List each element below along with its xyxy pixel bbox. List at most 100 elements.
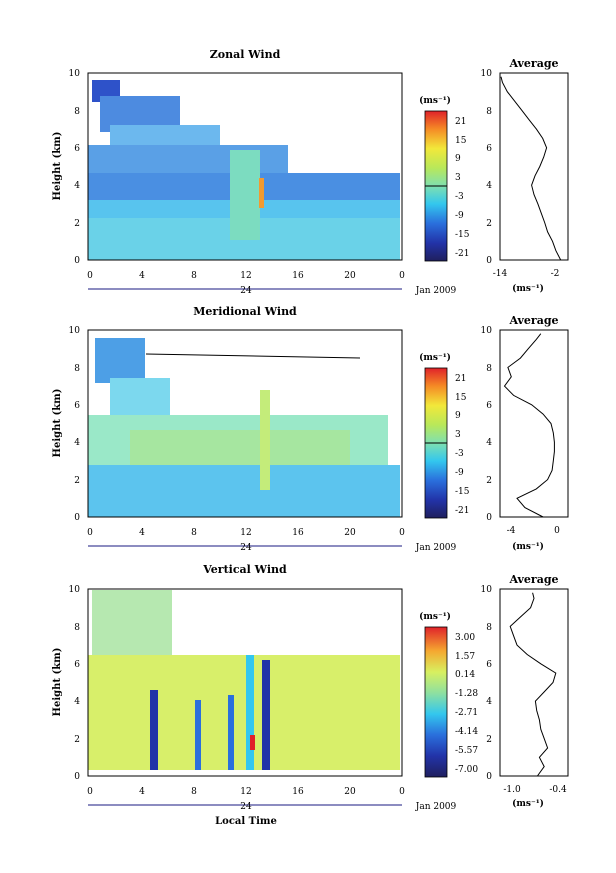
meridional-cb-tick-m15: -15 [455,487,470,497]
zonal-yticks: 0 2 4 6 8 10 [69,69,81,266]
vertical-cell-main [88,655,400,770]
zonal-avg-yticks: 0 2 4 6 8 10 [481,69,493,266]
meridional-unit-label: (ms⁻¹) [419,352,451,363]
zonal-xtick-12: 12 [240,271,251,281]
zonal-cb-tick-9: 9 [455,154,461,164]
meridional-xtick-8: 8 [191,528,197,538]
vertical-cell-updraft-13 [262,660,270,770]
zonal-avg-ytick-8: 8 [486,107,492,117]
zonal-xtick-16: 16 [292,271,304,281]
meridional-ytick-2: 2 [74,476,80,486]
vertical-unit-label: (ms⁻¹) [419,611,451,622]
meridional-cell-noon [260,390,270,490]
vertical-cb-tick-0: 3.00 [455,633,475,643]
vertical-avg-ytick-6: 6 [486,660,492,670]
vertical-avg-line [509,592,557,777]
meridional-cb-tick-m3: -3 [455,449,464,459]
zonal-unit-label: (ms⁻¹) [419,95,451,106]
vertical-colorbar-ticks: 3.00 1.57 0.14 -1.28 -2.71 -4.14 -5.57 -… [455,633,478,775]
vertical-day-label: 24 [240,802,252,812]
vertical-avg-frame [499,588,569,777]
vertical-ylabel: Height (km) [52,648,63,717]
vertical-cb-tick-7: -7.00 [455,765,478,775]
meridional-xtick-12: 12 [240,528,251,538]
vertical-xlabel: Local Time [215,816,277,827]
panel-vertical: Vertical Wind Height (km) 0 2 4 6 8 10 0… [52,563,569,827]
zonal-ytick-10: 10 [69,69,81,79]
meridional-ytick-0: 0 [74,513,80,523]
vertical-avg-ytick-4: 4 [486,697,492,707]
zonal-avg-xtick-a: -14 [493,269,508,279]
zonal-avg-xlabel: (ms⁻¹) [512,283,544,294]
meridional-cb-tick-3: 3 [455,430,461,440]
zonal-xtick-4: 4 [139,271,145,281]
zonal-cb-tick-3: 3 [455,173,461,183]
zonal-avg-ytick-0: 0 [486,256,492,266]
meridional-xtick-0: 0 [87,528,93,538]
meridional-avg-title: Average [508,314,558,327]
zonal-cell-mid-upper [110,125,220,145]
meridional-ytick-8: 8 [74,364,80,374]
meridional-contour-line [145,353,361,359]
vertical-cell-updraft-5 [150,690,158,770]
meridional-cb-tick-15: 15 [455,393,467,403]
zonal-avg-ytick-4: 4 [486,181,492,191]
vertical-xtick-16: 16 [292,787,304,797]
meridional-avg-ytick-0: 0 [486,513,492,523]
zonal-cb-tick-15: 15 [455,136,467,146]
zonal-xtick-8: 8 [191,271,197,281]
vertical-cell-updraft-8 [195,700,201,770]
zonal-avg-ytick-10: 10 [481,69,493,79]
vertical-ytick-4: 4 [74,697,80,707]
vertical-cb-tick-3: -1.28 [455,689,478,699]
meridional-yticks: 0 2 4 6 8 10 [69,326,81,523]
meridional-xticks: 0 4 8 12 16 20 0 [87,528,405,538]
meridional-cb-tick-m9: -9 [455,468,464,478]
vertical-avg-ytick-0: 0 [486,772,492,782]
zonal-title: Zonal Wind [210,48,281,61]
vertical-cb-tick-6: -5.57 [455,746,478,756]
vertical-ytick-6: 6 [74,660,80,670]
meridional-ytick-4: 4 [74,438,80,448]
vertical-cell-noon [246,655,254,770]
vertical-plot-frame [87,588,403,777]
meridional-avg-frame [499,329,569,518]
meridional-title: Meridional Wind [193,305,297,318]
vertical-xtick-12: 12 [240,787,251,797]
meridional-avg-ytick-6: 6 [486,401,492,411]
zonal-xtick-24: 0 [399,271,405,281]
vertical-cell-updraft-11 [228,695,234,770]
vertical-cb-tick-1: 1.57 [455,652,475,662]
vertical-cb-tick-5: -4.14 [455,727,478,737]
zonal-ytick-6: 6 [74,144,80,154]
meridional-ytick-6: 6 [74,401,80,411]
meridional-cb-tick-m21: -21 [455,506,470,516]
vertical-xticks: 0 4 8 12 16 20 0 [87,787,405,797]
vertical-xtick-24: 0 [399,787,405,797]
vertical-avg-ytick-2: 2 [486,735,492,745]
meridional-date-label: Jan 2009 [415,543,457,553]
vertical-cell-hot [250,735,255,750]
zonal-cell-noon [230,150,260,240]
meridional-avg-ytick-2: 2 [486,476,492,486]
vertical-cb-tick-2: 0.14 [455,670,475,680]
zonal-ylabel: Height (km) [52,132,63,201]
zonal-avg-xtick-b: -2 [551,269,560,279]
meridional-avg-xlabel: (ms⁻¹) [512,541,544,552]
zonal-avg-line [500,76,562,261]
zonal-xtick-20: 20 [344,271,356,281]
zonal-ytick-4: 4 [74,181,80,191]
meridional-avg-xtick-b: 0 [554,526,560,536]
zonal-colorbar-ticks: 21 15 9 3 -3 -9 -15 -21 [455,117,470,259]
vertical-avg-yticks: 0 2 4 6 8 10 [481,585,493,782]
meridional-day-label: 24 [240,543,252,553]
zonal-ytick-2: 2 [74,219,80,229]
zonal-ytick-0: 0 [74,256,80,266]
meridional-heatmap [88,338,400,517]
vertical-xtick-0: 0 [87,787,93,797]
vertical-date-label: Jan 2009 [415,802,457,812]
zonal-date-label: Jan 2009 [415,286,457,296]
meridional-plot-frame [87,329,403,518]
meridional-cb-tick-9: 9 [455,411,461,421]
